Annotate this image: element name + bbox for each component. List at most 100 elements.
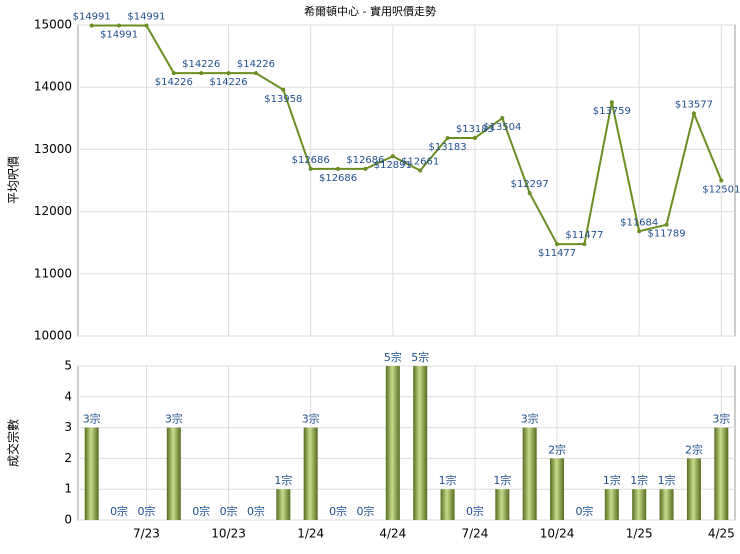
data-label: 0宗 [575, 504, 593, 518]
y-axis-label: 平均呎價 [7, 156, 21, 204]
data-label: 1宗 [658, 473, 676, 487]
y-tick-label: 14000 [34, 80, 72, 94]
bar [440, 489, 455, 520]
x-tick-label: 1/24 [297, 527, 324, 541]
data-label: $14226 [209, 77, 247, 88]
bar [84, 427, 99, 520]
data-label: $12297 [511, 179, 549, 190]
chart-title: 希爾頓中心 - 實用呎價走勢 [304, 4, 436, 18]
y-tick-label: 13000 [34, 142, 72, 156]
y-tick-label: 4 [64, 389, 72, 403]
y-axis-label: 成交宗數 [6, 419, 21, 467]
y-tick-label: 11000 [34, 266, 72, 280]
data-label: 0宗 [192, 504, 210, 518]
bar [550, 458, 565, 520]
data-label: $14991 [127, 12, 165, 23]
data-label: 0宗 [137, 504, 155, 518]
data-label: 3宗 [83, 412, 101, 426]
x-tick-label: 7/24 [461, 527, 488, 541]
point [472, 136, 477, 141]
bar [166, 427, 181, 520]
point [363, 166, 368, 171]
point [500, 116, 505, 121]
data-label: 3宗 [302, 412, 320, 426]
data-label: 0宗 [247, 504, 265, 518]
data-label: $12661 [401, 156, 439, 167]
y-tick-label: 5 [64, 359, 72, 373]
bar [659, 489, 674, 520]
line [91, 24, 723, 246]
data-label: 0宗 [356, 504, 374, 518]
bar [522, 427, 537, 520]
y-tick-label: 15000 [34, 18, 72, 32]
data-label: $13759 [593, 106, 631, 117]
bar [632, 489, 647, 520]
point [582, 242, 587, 247]
data-label: $11477 [565, 230, 603, 241]
data-label: $14991 [73, 12, 111, 23]
data-label: $12686 [346, 155, 384, 166]
y-tick-label: 12000 [34, 204, 72, 218]
point [691, 111, 696, 116]
data-label: $13504 [483, 122, 521, 133]
data-label: 0宗 [466, 504, 484, 518]
y-tick-label: 2 [64, 451, 72, 465]
x-tick-label: 4/25 [708, 527, 735, 541]
data-label: 1宗 [439, 473, 457, 487]
data-label: 2宗 [685, 442, 703, 456]
point [555, 242, 560, 247]
point [445, 136, 450, 141]
point [199, 71, 204, 76]
data-label: 2宗 [548, 442, 566, 456]
data-label: 3宗 [521, 412, 539, 426]
data-label: 0宗 [329, 504, 347, 518]
data-label: $13183 [428, 142, 466, 153]
point [609, 100, 614, 105]
data-label: $11684 [620, 217, 658, 228]
data-label: 0宗 [110, 504, 128, 518]
data-label: 3宗 [165, 412, 183, 426]
data-label: $12501 [702, 184, 740, 195]
data-label: $12686 [319, 173, 357, 184]
point [637, 229, 642, 234]
data-label: 1宗 [493, 473, 511, 487]
bar [303, 427, 318, 520]
bar [686, 458, 701, 520]
point [281, 87, 286, 92]
point [418, 168, 423, 173]
y-tick-label: 10000 [34, 329, 72, 343]
data-label: $11789 [647, 229, 685, 240]
y-tick-label: 3 [64, 420, 72, 434]
data-label: 5宗 [384, 350, 402, 364]
point [390, 154, 395, 159]
data-label: $14226 [237, 59, 275, 70]
data-label: $13577 [675, 100, 713, 111]
x-tick-label: 10/23 [211, 527, 246, 541]
point [144, 23, 149, 28]
data-label: $12891 [374, 160, 412, 171]
x-tick-label: 7/23 [133, 527, 160, 541]
plot-area [77, 24, 736, 337]
point [171, 71, 176, 76]
data-label: 0宗 [220, 504, 238, 518]
point [253, 71, 258, 76]
y-tick-label: 1 [64, 482, 72, 496]
x-tick-label: 10/24 [540, 527, 575, 541]
x-tick-label: 4/24 [379, 527, 406, 541]
bar [276, 489, 291, 520]
bar [604, 489, 619, 520]
bar [385, 366, 400, 520]
data-label: $14226 [155, 77, 193, 88]
data-label: $13183 [456, 124, 494, 135]
data-label: 1宗 [630, 473, 648, 487]
point [664, 222, 669, 227]
point [117, 23, 122, 28]
data-label: 5宗 [411, 350, 429, 364]
data-label: $14226 [182, 59, 220, 70]
point [336, 166, 341, 171]
point [308, 166, 313, 171]
data-label: $12686 [292, 155, 330, 166]
y-tick-label: 0 [64, 513, 72, 527]
point [527, 191, 532, 196]
